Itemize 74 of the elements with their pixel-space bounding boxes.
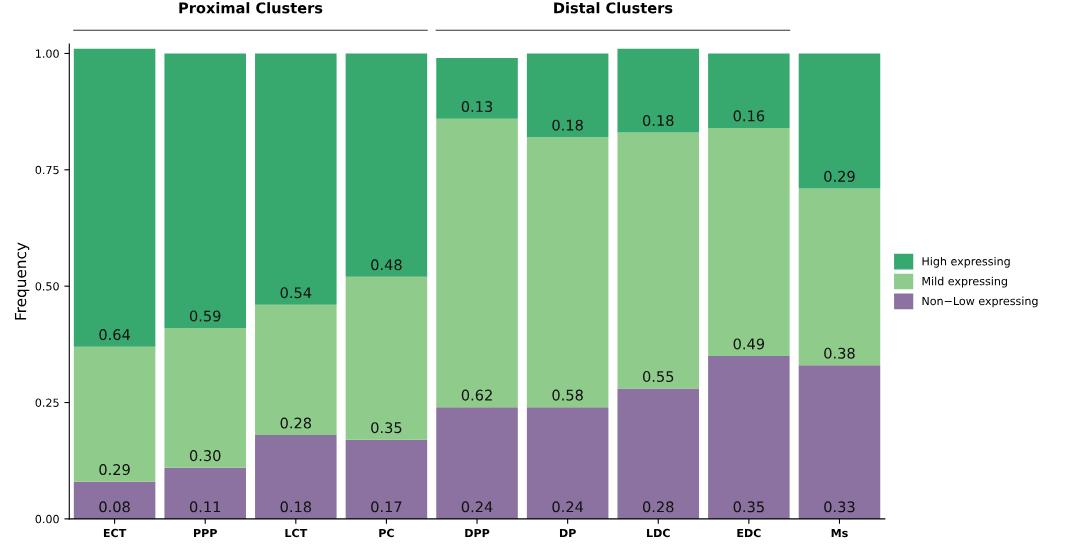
data-label: 0.17 [371,501,402,513]
data-label: 0.64 [99,329,131,341]
data-label: 0.29 [99,464,130,476]
y-tick-label: 0.50 [35,282,59,291]
bar [708,53,790,128]
bar [436,407,518,519]
data-label: 0.62 [461,389,492,401]
data-label: 0.18 [552,119,583,131]
data-label: 0.35 [371,422,402,434]
bar [436,58,518,119]
data-label: 0.48 [371,259,402,271]
x-tick-label: DPP [465,528,490,538]
data-label: 0.35 [733,501,764,513]
x-tick-label: PPP [194,528,217,538]
data-label: 0.49 [733,338,765,350]
text: Distal Clusters [554,2,673,14]
text: Proximal Clusters [179,2,323,14]
data-label: 0.11 [189,501,221,513]
bar [436,118,518,408]
bar [73,48,156,347]
x-tick-label: EDC [737,528,761,538]
bar [345,53,428,277]
bar [164,467,246,519]
data-label: 0.54 [280,287,312,299]
data-label: 0.18 [642,115,674,127]
x-tick-label: Ms [831,528,848,538]
x-tick-label: ECT [103,528,127,538]
x-tick-label: PC [379,528,394,538]
data-label: 0.55 [642,370,674,383]
y-axis-title: Frequency [14,242,30,320]
data-label: 0.18 [280,501,312,513]
data-label: 0.08 [99,501,130,513]
bar [164,328,246,468]
data-label: 0.30 [189,450,221,462]
legend-label: High expressing [922,256,1010,268]
data-label: 0.33 [824,501,855,513]
bar [73,481,156,519]
data-label: 0.28 [642,501,674,513]
bar [255,53,337,305]
bar [526,53,609,138]
x-tick-label: LCT [285,528,308,538]
bar [798,53,881,189]
y-tick-label: 0.75 [35,165,59,175]
data-label: 0.24 [552,501,584,513]
y-tick-label: 0.00 [35,514,59,524]
data-label: 0.58 [552,389,583,401]
bar [345,276,428,440]
bar [708,127,790,356]
bar [345,439,428,519]
x-tick-label: DP [559,528,576,538]
bar [526,137,609,408]
bar [526,407,609,519]
data-label: 0.29 [824,170,855,182]
bar [164,53,246,329]
bar [798,365,881,519]
x-tick-label: LDC [647,528,670,538]
data-label: 0.16 [733,110,765,122]
bar [255,435,337,519]
bar [73,346,156,482]
data-label: 0.59 [189,310,221,322]
bar [617,388,700,519]
y-tick-label: 1.00 [36,49,59,58]
bar [708,355,790,519]
bar [617,48,700,133]
y-tick-label: 0.25 [35,398,59,407]
legend-label: Non−Low expressing [922,296,1038,308]
data-label: 0.24 [461,501,493,513]
bar [798,188,881,366]
bar [617,132,700,389]
data-label: 0.13 [461,101,493,113]
data-label: 0.38 [824,347,855,359]
legend-label: Mild expressing [922,276,1007,288]
bar [255,304,337,436]
data-label: 0.28 [280,417,312,429]
